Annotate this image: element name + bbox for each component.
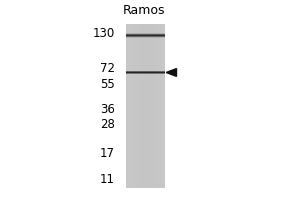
Bar bbox=[158, 24, 160, 188]
Bar bbox=[143, 24, 144, 188]
Bar bbox=[142, 24, 143, 188]
Bar bbox=[148, 24, 149, 188]
Bar bbox=[161, 24, 162, 188]
Bar bbox=[129, 24, 130, 188]
Text: 17: 17 bbox=[100, 147, 115, 160]
Text: 28: 28 bbox=[100, 118, 115, 131]
Bar bbox=[147, 24, 148, 188]
Text: 11: 11 bbox=[100, 173, 115, 186]
Bar bbox=[135, 24, 137, 188]
Bar bbox=[146, 24, 147, 188]
Polygon shape bbox=[166, 69, 176, 76]
Bar bbox=[131, 24, 133, 188]
Bar bbox=[154, 24, 156, 188]
Bar bbox=[126, 24, 165, 188]
Text: 72: 72 bbox=[100, 62, 115, 75]
Text: 36: 36 bbox=[100, 103, 115, 116]
Bar bbox=[128, 24, 129, 188]
Bar bbox=[126, 24, 128, 188]
Bar bbox=[130, 24, 131, 188]
Bar bbox=[137, 24, 138, 188]
Bar bbox=[153, 24, 154, 188]
Text: 55: 55 bbox=[100, 78, 115, 91]
Bar bbox=[164, 24, 165, 188]
Bar bbox=[157, 24, 158, 188]
Bar bbox=[160, 24, 161, 188]
Bar bbox=[156, 24, 157, 188]
Bar bbox=[162, 24, 164, 188]
Bar bbox=[144, 24, 145, 188]
Bar bbox=[134, 24, 135, 188]
Bar bbox=[152, 24, 153, 188]
Bar bbox=[138, 24, 139, 188]
Bar bbox=[151, 24, 152, 188]
Bar bbox=[133, 24, 134, 188]
Bar bbox=[139, 24, 140, 188]
Bar bbox=[149, 24, 151, 188]
Bar bbox=[140, 24, 142, 188]
Text: Ramos: Ramos bbox=[123, 4, 165, 17]
Text: 130: 130 bbox=[92, 27, 115, 40]
